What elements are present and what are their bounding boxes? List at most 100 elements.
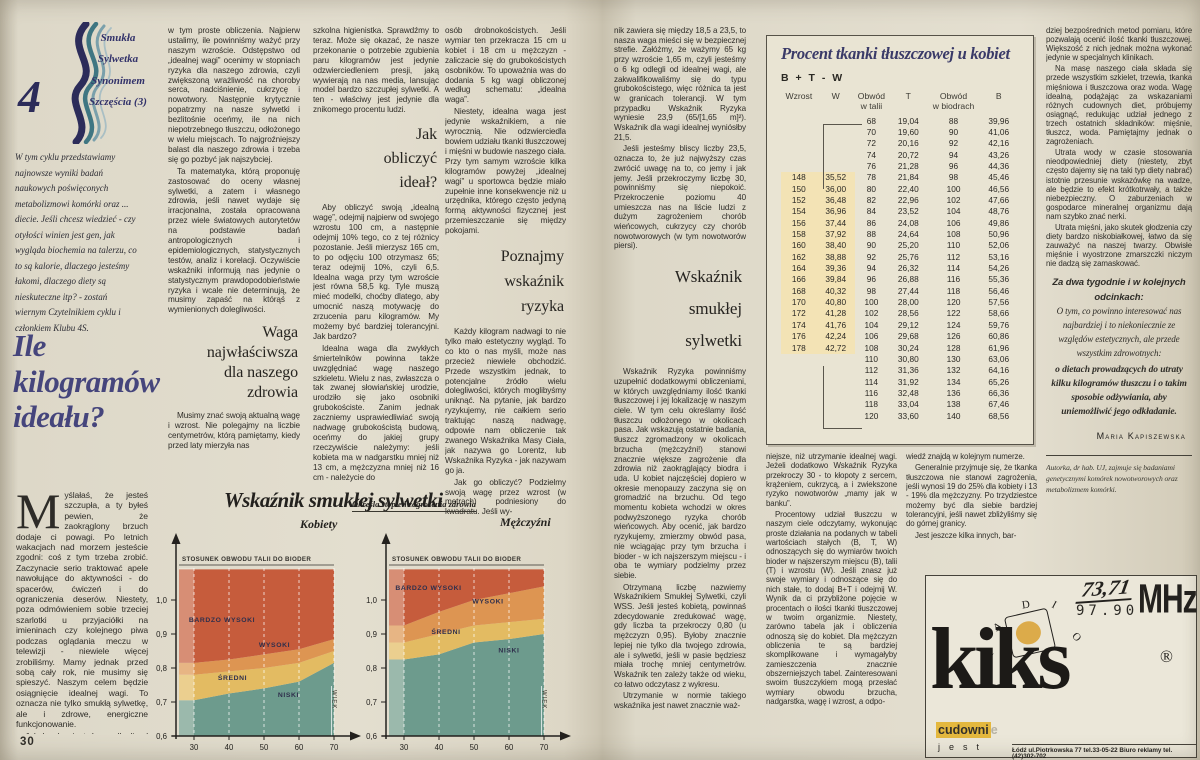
- radio-letter: O: [1069, 630, 1084, 645]
- chart-women: STOSUNEK OBWODU TALII DO BIODER NISKI ŚRED…: [146, 528, 378, 756]
- svg-text:WIEK: WIEK: [331, 690, 337, 709]
- svg-text:0,6: 0,6: [366, 732, 377, 741]
- svg-text:NISKI: NISKI: [278, 692, 299, 699]
- svg-text:0,7: 0,7: [366, 698, 377, 707]
- registered-mark-icon: ®: [1160, 647, 1173, 666]
- svg-text:1,0: 1,0: [156, 596, 168, 605]
- svg-text:STOSUNEK OBWODU TALII DO BIODE: STOSUNEK OBWODU TALII DO BIODER: [392, 556, 521, 563]
- table-row: 116 32,48 136 66,36: [864, 387, 1010, 398]
- ad-address: Łódź ul.Piotrkowska 77 tel.33-05-22 Biur…: [1012, 744, 1196, 760]
- author-bio: Autorka, dr hab. UJ, zajmuje się badania…: [1046, 462, 1178, 495]
- svg-text:ŚREDNI: ŚREDNI: [431, 627, 460, 636]
- fat-table-rows: 68 19,04 88 39,96 70 19,60 90 41,06 72 20,16 92 42,…: [781, 116, 1019, 422]
- series-logo-waves-icon: [71, 22, 112, 144]
- table-row: 112 31,36 132 64,16: [864, 365, 1010, 376]
- chart-women-label: Kobiety: [300, 517, 338, 531]
- page-number-left: 30: [20, 736, 35, 748]
- table-row: 114 31,92 134 65,26: [864, 376, 1010, 387]
- table-row: 76 21,28 96 44,36: [866, 161, 1010, 171]
- section-heading-jak-obliczyc: Jak obliczyć ideał?: [383, 126, 438, 192]
- table-row: 110 30,80 130 63,06: [864, 353, 1010, 364]
- svg-text:WIEK: WIEK: [541, 690, 547, 709]
- svg-text:0,9: 0,9: [156, 630, 167, 639]
- table-row: 152 36,48 82 22,96 102 47,66: [781, 195, 1019, 207]
- table-row: 158 37,92 88 24,64 108 50,96: [781, 229, 1019, 241]
- column-d: dziej bezpośrednich metod pomiaru, które…: [1046, 26, 1192, 495]
- table-row: 120 33,60 140 68,56: [864, 410, 1010, 421]
- series-title: Smukła Sylwetka Synonimem Szczęścia (3): [89, 32, 147, 109]
- article-title: Ile kilogramów ideału?: [13, 328, 160, 435]
- table-row: 162 38,88 92 25,76 112 53,16: [781, 251, 1019, 264]
- table-row: 148 35,52 78 21,84 98 45,46: [781, 172, 1019, 184]
- table-row: 118 33,04 138 67,46: [864, 399, 1010, 410]
- next-issue-teaser: Za dwa tygodnie i w kolejnych odcinkach:…: [1046, 276, 1192, 419]
- svg-text:30: 30: [190, 743, 199, 752]
- svg-text:30: 30: [400, 743, 409, 752]
- table-formula: B + T - W: [781, 71, 845, 84]
- teaser-heading: Za dwa tygodnie i w kolejnych odcinkach:: [1052, 277, 1186, 303]
- series-number: 4: [18, 71, 41, 122]
- series-badge: 4 Smukła Sylwetka Synonimem Szczęścia (3): [16, 22, 147, 144]
- dropcap: M: [16, 490, 61, 539]
- series-intro: W tym cyklu przedstawiamy najnowsze wyni…: [15, 152, 137, 333]
- table-row: 164 39,36 94 26,32 114 54,26: [781, 263, 1019, 275]
- table-row: 74 20,72 94 43,26: [866, 149, 1010, 160]
- table-row: 168 40,32 98 27,44 118 56,46: [781, 285, 1019, 298]
- svg-text:70: 70: [540, 743, 549, 752]
- teaser-bold: o dietach prowadzących do utraty kilku k…: [1051, 364, 1187, 418]
- svg-text:60: 60: [505, 743, 514, 752]
- column-3: szkolna higienistka. Sprawdźmy to teraz.…: [313, 26, 439, 482]
- svg-text:40: 40: [225, 743, 234, 752]
- fat-table-headers: Wzrost W Obwód w talii T Obwód w biodrach B: [785, 91, 1002, 112]
- ad-frequency-new: 97.90: [1076, 603, 1139, 619]
- svg-text:50: 50: [470, 743, 479, 752]
- svg-text:0,7: 0,7: [156, 698, 167, 707]
- ad-frequency-old: 73,71: [1075, 574, 1136, 604]
- column-2: w tym proste obliczenia. Najpierw ustali…: [168, 26, 300, 450]
- fat-table: Procent tkanki tłuszczowej u kobiet B + …: [766, 35, 1034, 445]
- column-a: nik zawiera się między 18,5 a 23,5, to n…: [614, 26, 746, 711]
- table-row: 176 42,24 106 29,68 126 60,86: [781, 331, 1019, 343]
- radio-letter: I: [1049, 598, 1059, 612]
- table-row: 156 37,44 86 24,08 106 49,86: [781, 217, 1019, 230]
- svg-text:STOSUNEK OBWODU TALII DO BIODE: STOSUNEK OBWODU TALII DO BIODER: [182, 556, 311, 563]
- table-row: 150 36,00 80 22,40 100 46,56: [781, 183, 1019, 196]
- svg-text:BARDZO WYSOKI: BARDZO WYSOKI: [395, 585, 461, 592]
- svg-text:60: 60: [295, 743, 304, 752]
- ad-frequency-unit: MHz: [1138, 577, 1198, 622]
- teaser-text: O tym, co powinno interesować nas najbar…: [1056, 305, 1182, 358]
- chart-block-subtitle: Określa stopień zagrożenia zdrowia: [352, 500, 476, 512]
- ad-tagline: cudowni e: [936, 722, 998, 738]
- table-row: 174 41,76 104 29,12 124 59,76: [781, 319, 1019, 332]
- svg-text:WYSOKI: WYSOKI: [472, 598, 503, 605]
- svg-text:1,0: 1,0: [366, 596, 378, 605]
- section-heading-wss: Wskaźnik smukłej sylwetki: [674, 267, 742, 351]
- svg-text:0,8: 0,8: [156, 664, 167, 673]
- table-row: 166 39,84 96 26,88 116 55,36: [781, 274, 1019, 286]
- table-row: 154 36,96 84 23,52 104 48,76: [781, 206, 1019, 218]
- bio-divider: [1046, 454, 1192, 456]
- svg-text:BARDZO WYSOKI: BARDZO WYSOKI: [189, 617, 255, 624]
- table-row: 160 38,40 90 25,20 110 52,06: [781, 240, 1019, 252]
- chart-men: STOSUNEK OBWODU TALII DO BIODER NISKI ŚRED…: [356, 528, 588, 756]
- table-row: 170 40,80 100 28,00 120 57,56: [781, 297, 1019, 309]
- chart-block: Wskaźnik smukłej sylwetki Określa stopie…: [0, 490, 600, 760]
- section-heading-poznajmy: Poznajmy wskaźnik ryzyka: [500, 248, 564, 316]
- chart-men-label: Mężczyźni: [500, 515, 551, 529]
- section-heading-waga: Waga najwłaściwsza dla naszego zdrowia: [206, 324, 298, 402]
- radio-letter: D: [1021, 598, 1031, 612]
- svg-text:70: 70: [330, 743, 339, 752]
- chart-block-title: Wskaźnik smukłej sylwetki: [224, 488, 443, 512]
- column-c: wiedź znajdą w kolejnym numerze. General…: [906, 452, 1037, 540]
- svg-text:0,9: 0,9: [366, 630, 377, 639]
- table-bracket-top: [823, 124, 862, 189]
- table-bracket-bottom: [823, 366, 862, 429]
- ad-tagline-2: jest: [938, 742, 989, 752]
- svg-text:0,8: 0,8: [366, 664, 377, 673]
- table-row: 178 42,72 108 30,24 128 61,96: [781, 342, 1019, 354]
- table-row: 70 19,60 90 41,06: [866, 126, 1010, 137]
- author-name: Maria Kapiszewska: [1096, 430, 1186, 441]
- column-b: niejsze, niż utrzymanie idealnej wagi. J…: [766, 452, 897, 706]
